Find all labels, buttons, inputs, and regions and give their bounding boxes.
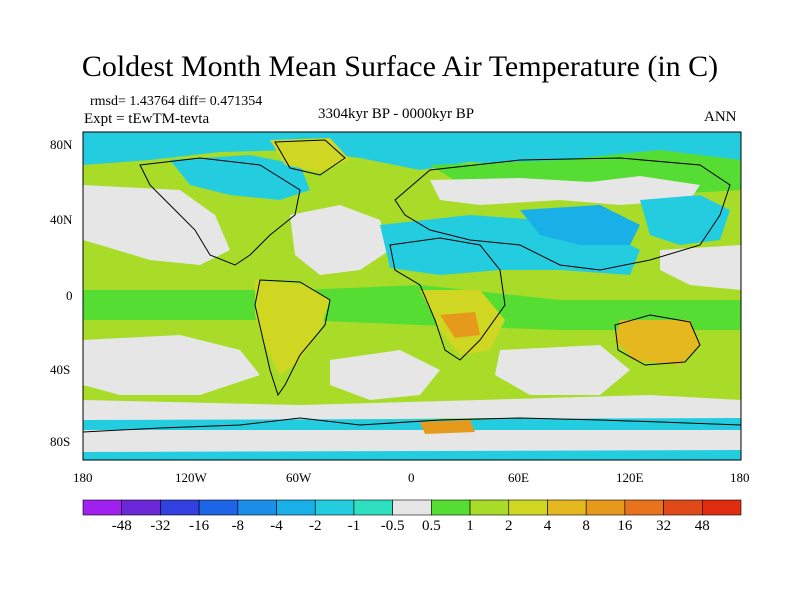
colorbar-swatch	[701, 499, 742, 516]
coastline-antarctica	[83, 417, 741, 433]
lon-tick-120e: 120E	[616, 470, 644, 485]
north-pacific-grey-zone	[83, 185, 230, 265]
lon-tick-60e: 60E	[508, 470, 529, 485]
indian-ocean-grey-zone	[495, 345, 630, 395]
lon-tick-180e: 180	[730, 470, 750, 485]
colorbar-tick-label: 0.5	[421, 518, 441, 534]
australia-warm-zone	[615, 320, 700, 365]
colorbar	[82, 499, 742, 516]
map-field	[83, 132, 741, 460]
lon-tick-180w: 180	[73, 470, 93, 485]
pacific-equatorial-green-zone	[83, 285, 741, 330]
map-title: Coldest Month Mean Surface Air Temperatu…	[81, 50, 719, 83]
colorbar-swatch	[392, 499, 432, 516]
siberia-grey-zone	[430, 176, 700, 205]
colorbar-swatch	[314, 499, 355, 516]
colorbar-tick-label: -48	[111, 518, 132, 534]
colorbar-swatch	[469, 499, 510, 516]
colorbar-swatch	[198, 499, 239, 516]
antarctic-grey-zone	[83, 430, 741, 452]
southern-ocean-grey-zone	[83, 395, 741, 420]
colorbar-swatch	[624, 499, 664, 516]
colorbar-swatch	[353, 499, 393, 516]
colorbar-tick-label: 2	[505, 518, 513, 534]
north-america-cool-zone	[170, 155, 310, 200]
colorbar-tick-label: -0.5	[380, 518, 405, 534]
lat-tick-40s: 40S	[50, 362, 71, 377]
season-label: ANN	[704, 109, 737, 125]
period-label: 3304kyr BP - 0000kyr BP	[318, 106, 475, 122]
colorbar-swatch	[547, 499, 587, 516]
antarctic-warm-zone	[420, 420, 475, 434]
colorbar-swatch	[431, 499, 471, 516]
lon-tick-0: 0	[408, 470, 415, 485]
colorbar-tick-label: -32	[150, 518, 171, 534]
lat-tick-80n: 80N	[50, 137, 73, 152]
colorbar-tick-label: 16	[617, 518, 633, 534]
colorbar-tick-label: -8	[231, 518, 245, 534]
colorbar-tick-label: -1	[347, 518, 361, 534]
coastline-australia	[614, 314, 701, 366]
colorbar-swatch	[82, 499, 123, 516]
colorbar-swatch	[663, 499, 703, 516]
south-atlantic-grey-zone	[330, 350, 440, 400]
colorbar-tick-label: 32	[656, 518, 672, 534]
colorbar-swatch	[121, 499, 161, 516]
colorbar-tick-label: -2	[308, 518, 322, 534]
lat-tick-0: 0	[66, 288, 73, 303]
colorbar-swatch	[160, 499, 200, 516]
coastline-eurasia	[394, 157, 731, 271]
coastline-south-america	[254, 279, 331, 397]
colorbar-swatch	[508, 499, 548, 516]
colorbar-swatch	[585, 499, 626, 516]
coastline-north-america	[139, 157, 301, 266]
east-asia-cool-zone	[640, 195, 730, 245]
stats-label: rmsd= 1.43764 diff= 0.471354	[90, 94, 263, 109]
colorbar-tick-label: 4	[543, 518, 552, 534]
colorbar-tick-label: 48	[694, 518, 710, 534]
lat-tick-80s: 80S	[50, 434, 71, 449]
south-pacific-grey-zone	[83, 335, 260, 395]
colorbar-tick-label: 8	[582, 518, 590, 534]
central-africa-hot-zone	[440, 312, 480, 338]
colorbar-tick-label: -16	[189, 518, 210, 534]
central-asia-cooler-zone	[520, 205, 640, 245]
greenland-warm-zone	[270, 138, 350, 172]
lat-tick-40n: 40N	[50, 212, 73, 227]
colorbar-swatch	[237, 499, 277, 516]
north-atlantic-grey-zone	[290, 205, 390, 275]
lon-tick-120w: 120W	[175, 470, 207, 485]
coastline-africa	[389, 237, 506, 361]
colorbar-swatch	[276, 499, 316, 516]
lon-tick-60w: 60W	[286, 470, 312, 485]
west-pacific-grey-zone	[660, 245, 741, 290]
colorbar-tick-label: -4	[270, 518, 283, 534]
colorbar-tick-label: 1	[466, 518, 474, 534]
coastline-greenland	[274, 139, 346, 176]
south-america-warm-zone	[255, 280, 330, 375]
experiment-label: Expt = tEwTM-tevta	[84, 111, 210, 127]
map-frame	[82, 131, 742, 461]
